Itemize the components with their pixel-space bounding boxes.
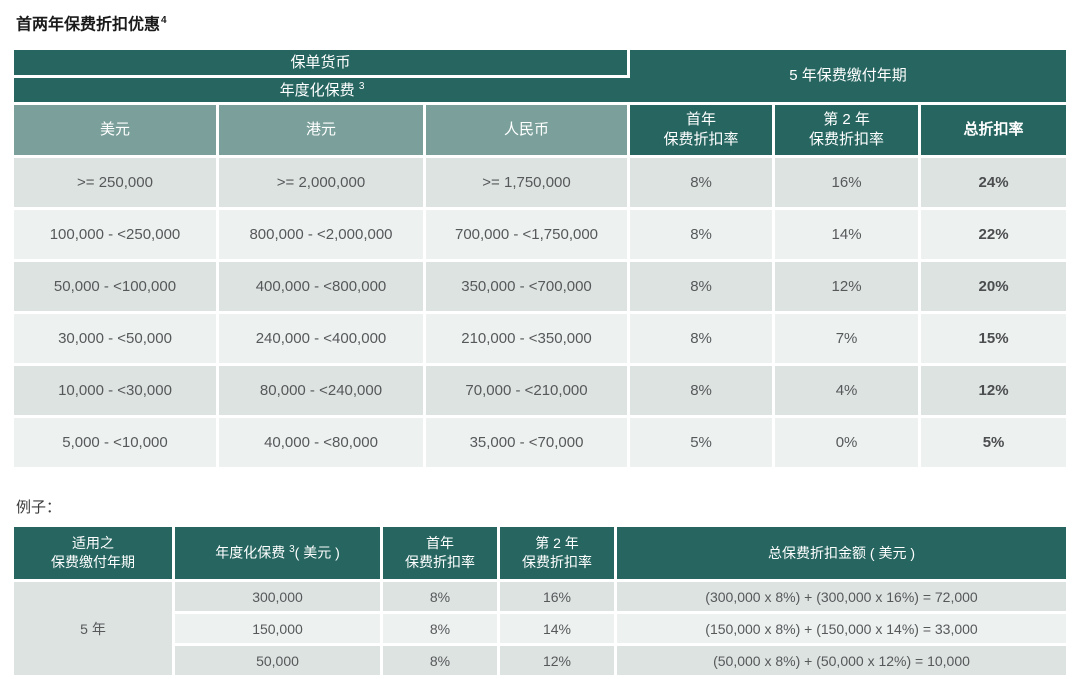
cell-formula: (150,000 x 8%) + (150,000 x 14%) = 33,00… <box>617 614 1066 647</box>
header-annualized-premium: 年度化保费 3 <box>14 78 631 106</box>
page-title-text: 首两年保费折扣优惠 <box>16 16 161 34</box>
footnote-marker: 3 <box>358 80 365 92</box>
cell-hkd: 800,000 - <2,000,000 <box>219 210 426 263</box>
cell-second-year: 14% <box>500 614 617 647</box>
cell-usd: 5,000 - <10,000 <box>14 418 219 471</box>
cell-total: 24% <box>921 158 1067 211</box>
footnote-marker: 3 <box>289 544 295 556</box>
cell-hkd: 40,000 - <80,000 <box>219 418 426 471</box>
cell-hkd: 240,000 - <400,000 <box>219 314 426 367</box>
page-title-footnote-marker: 4 <box>161 15 167 26</box>
cell-second-year: 7% <box>775 314 922 367</box>
cell-second-year: 12% <box>775 262 922 315</box>
header-first-year-rate: 首年 保费折扣率 <box>630 105 776 159</box>
cell-second-year: 0% <box>775 418 922 471</box>
table-row: 150,000 8% 14% (150,000 x 8%) + (150,000 x … <box>14 614 1066 647</box>
cell-formula: (300,000 x 8%) + (300,000 x 16%) = 72,00… <box>617 582 1066 615</box>
table-row: 100,000 - <250,000 800,000 - <2,000,000 70… <box>14 210 1067 263</box>
cell-first-year: 8% <box>383 582 500 615</box>
header-currency-rmb: 人民币 <box>426 105 631 159</box>
currency-suffix: ( 美元 ) <box>294 544 340 561</box>
cell-rmb: 70,000 - <210,000 <box>426 366 631 419</box>
table-header-row: 保单货币 5 年保费缴付年期 <box>14 50 1067 106</box>
cell-usd: >= 250,000 <box>14 158 219 211</box>
cell-usd: 50,000 - <100,000 <box>14 262 219 315</box>
cell-first-year: 8% <box>383 646 500 679</box>
cell-first-year: 8% <box>630 314 776 367</box>
table-row: 50,000 - <100,000 400,000 - <800,000 350,0… <box>14 262 1067 315</box>
discount-rate-table: 保单货币 5 年保费缴付年期 年度化保费 3 美元 港元 人民币 首年 保费折扣… <box>14 50 1067 471</box>
header-currency-usd: 美元 <box>14 105 219 159</box>
header-currency-hkd: 港元 <box>219 105 426 159</box>
cell-rmb: >= 1,750,000 <box>426 158 631 211</box>
cell-rmb: 350,000 - <700,000 <box>426 262 631 315</box>
cell-hkd: 80,000 - <240,000 <box>219 366 426 419</box>
cell-second-year: 12% <box>500 646 617 679</box>
cell-payment-term: 5 年 <box>14 582 175 679</box>
cell-total: 12% <box>921 366 1067 419</box>
cell-second-year: 16% <box>775 158 922 211</box>
example-label: 例子： <box>16 499 62 517</box>
cell-first-year: 8% <box>383 614 500 647</box>
cell-second-year: 14% <box>775 210 922 263</box>
header-payment-term: 5 年保费缴付年期 <box>630 50 1067 106</box>
cell-first-year: 8% <box>630 366 776 419</box>
table-row: 30,000 - <50,000 240,000 - <400,000 210,00… <box>14 314 1067 367</box>
cell-premium: 300,000 <box>175 582 383 615</box>
header-applicable-term: 适用之 保费缴付年期 <box>14 527 175 583</box>
cell-hkd: 400,000 - <800,000 <box>219 262 426 315</box>
table-row: 5 年 300,000 8% 16% (300,000 x 8%) + (300,000… <box>14 582 1066 679</box>
cell-total: 5% <box>921 418 1067 471</box>
cell-rmb: 210,000 - <350,000 <box>426 314 631 367</box>
header-second-year-rate: 第 2 年 保费折扣率 <box>500 527 617 583</box>
header-total-rate: 总折扣率 <box>921 105 1067 159</box>
table-header-row: 适用之 保费缴付年期 年度化保费 3( 美元 ) 首年 保费折扣率 第 2 年 … <box>14 527 1066 583</box>
header-annualized-premium-usd: 年度化保费 3( 美元 ) <box>175 527 383 583</box>
cell-total: 15% <box>921 314 1067 367</box>
cell-usd: 100,000 - <250,000 <box>14 210 219 263</box>
header-second-year-rate: 第 2 年 保费折扣率 <box>775 105 922 159</box>
cell-rmb: 700,000 - <1,750,000 <box>426 210 631 263</box>
cell-formula: (50,000 x 8%) + (50,000 x 12%) = 10,000 <box>617 646 1066 679</box>
cell-usd: 10,000 - <30,000 <box>14 366 219 419</box>
table-header-row: 年度化保费 3 <box>14 78 1066 106</box>
cell-total: 22% <box>921 210 1067 263</box>
header-first-year-rate: 首年 保费折扣率 <box>383 527 500 583</box>
cell-second-year: 4% <box>775 366 922 419</box>
table-row: 10,000 - <30,000 80,000 - <240,000 70,000 … <box>14 366 1067 419</box>
annualized-premium-text: 年度化保费 <box>279 81 355 99</box>
cell-hkd: >= 2,000,000 <box>219 158 426 211</box>
page-title: 首两年保费折扣优惠4 <box>16 10 1066 36</box>
table-row: 50,000 8% 12% (50,000 x 8%) + (50,000 x 12%… <box>14 646 1066 679</box>
table-header-row: 美元 港元 人民币 首年 保费折扣率 第 2 年 保费折扣率 总折扣率 <box>14 105 1067 159</box>
table-row: 5,000 - <10,000 40,000 - <80,000 35,000 - … <box>14 418 1067 471</box>
cell-premium: 50,000 <box>175 646 383 679</box>
annualized-premium-text: 年度化保费 <box>215 544 286 561</box>
cell-rmb: 35,000 - <70,000 <box>426 418 631 471</box>
cell-first-year: 8% <box>630 158 776 211</box>
cell-first-year: 8% <box>630 210 776 263</box>
cell-second-year: 16% <box>500 582 617 615</box>
header-policy-currency: 保单货币 <box>14 50 631 79</box>
table-row: >= 250,000 >= 2,000,000 >= 1,750,000 8% 16% 2… <box>14 158 1067 211</box>
example-table: 适用之 保费缴付年期 年度化保费 3( 美元 ) 首年 保费折扣率 第 2 年 … <box>14 527 1066 679</box>
cell-premium: 150,000 <box>175 614 383 647</box>
cell-first-year: 5% <box>630 418 776 471</box>
header-total-discount-amount: 总保费折扣金额 ( 美元 ) <box>617 527 1066 583</box>
cell-usd: 30,000 - <50,000 <box>14 314 219 367</box>
cell-total: 20% <box>921 262 1067 315</box>
cell-first-year: 8% <box>630 262 776 315</box>
